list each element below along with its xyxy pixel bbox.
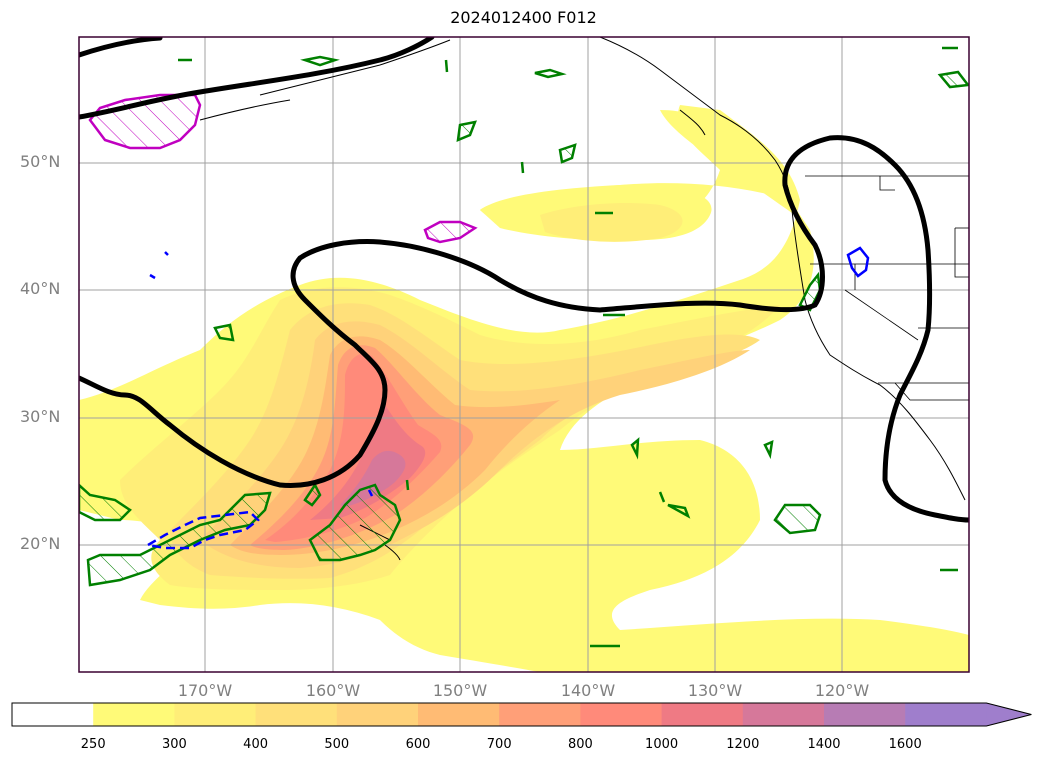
colorbar-swatch	[255, 703, 338, 726]
colorbar-tick-label: 1400	[807, 737, 841, 752]
colorbar-tick-label: 300	[161, 737, 187, 752]
graticule	[79, 37, 969, 672]
lat-label-50n: 50°N	[20, 152, 61, 171]
colorbar-tick-label: 700	[486, 737, 512, 752]
colorbar-swatch	[661, 703, 744, 726]
colorbar-outline	[11, 702, 1032, 727]
colorbar-tick-label: 1200	[726, 737, 760, 752]
lon-label-120w: 120°W	[814, 681, 870, 700]
green-contours	[79, 46, 969, 648]
colorbar-tick-label: 800	[567, 737, 593, 752]
ivt-shading	[79, 105, 969, 672]
blue-contours	[144, 246, 870, 550]
lon-label-160w: 160°W	[305, 681, 361, 700]
colorbar-tick-label: 250	[80, 737, 106, 752]
colorbar-tick-label: 1600	[888, 737, 922, 752]
colorbar-swatch	[499, 703, 581, 726]
colorbar-tick-label: 600	[405, 737, 431, 752]
lon-label-150w: 150°W	[432, 681, 488, 700]
colorbar-tick-label: 500	[324, 737, 350, 752]
colorbar-swatch	[742, 703, 825, 726]
colorbar-tick-label: 1000	[645, 737, 679, 752]
lat-label-20n: 20°N	[20, 534, 61, 553]
map-frame	[78, 36, 970, 673]
colorbar-swatch	[418, 703, 500, 726]
lat-label-30n: 30°N	[20, 407, 61, 426]
colorbar-swatch	[905, 703, 987, 726]
colorbar-swatch	[12, 703, 94, 726]
jet-contours	[79, 37, 969, 523]
colorbar-swatch	[580, 703, 663, 726]
map-title: 2024012400 F012	[450, 8, 597, 27]
colorbar-tick-label: 400	[243, 737, 269, 752]
colorbar-swatch	[336, 703, 419, 726]
lat-label-40n: 40°N	[20, 279, 61, 298]
colorbar-extend-arrow	[986, 703, 1032, 726]
colorbar-swatch	[174, 703, 257, 726]
colorbar-swatch	[93, 703, 175, 726]
lon-label-130w: 130°W	[687, 681, 743, 700]
colorbar-swatch	[824, 703, 906, 726]
lon-label-140w: 140°W	[560, 681, 616, 700]
colorbar	[11, 702, 1032, 727]
lon-label-170w: 170°W	[177, 681, 233, 700]
